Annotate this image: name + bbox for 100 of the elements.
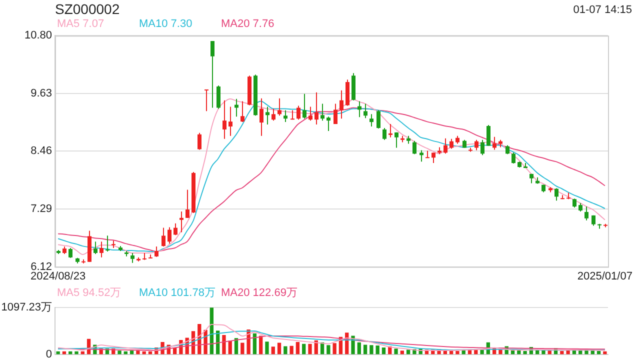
candlestick [412,140,416,155]
bar [284,346,288,354]
y-tick-label: 7.29 [30,203,52,216]
candlestick [554,188,558,202]
candlestick [174,222,178,236]
candlestick [426,150,430,158]
line-series [58,324,606,352]
bar [296,342,300,354]
candlestick [340,90,344,120]
text: MA20 122.69万 [221,286,298,300]
y-tick-label: 0 [46,348,52,360]
candlestick [420,150,424,162]
bar [302,344,306,354]
candlestick [326,116,330,132]
bar [290,346,294,354]
bar [265,342,269,354]
bar [277,342,282,354]
bar [271,346,275,354]
candlestick [210,40,214,108]
bar [74,351,78,354]
bar [240,342,244,354]
candlestick [474,139,478,151]
candlestick [320,103,324,122]
candlestick [394,132,398,148]
candlestick [186,189,190,218]
candlestick [204,88,208,112]
candlestick [480,139,484,156]
candlestick [278,98,282,116]
candlestick [382,127,386,140]
candlestick [272,108,276,122]
bar [603,351,607,354]
candlestick [364,103,368,119]
bar [130,350,134,354]
bar [523,350,527,354]
candlestick [180,210,184,233]
bar [498,350,502,354]
text: MA10 7.30 [139,18,194,30]
y-tick-label: 9.63 [30,87,52,100]
candlestick [432,152,436,164]
bar [308,344,312,354]
candlestick [284,110,288,123]
candlestick [290,110,294,120]
text: MA10 101.78万 [139,286,216,300]
candlestick [168,226,172,244]
candlestick [68,248,72,258]
text: 01-07 14:15 [573,4,632,16]
candlestick [512,152,516,164]
candlestick [450,138,454,150]
candlestick [314,92,318,126]
candlestick [296,105,300,120]
candlestick [222,100,226,140]
y-tick-label: 6.12 [30,260,52,273]
candlestick [266,106,270,126]
bar [370,345,374,354]
bar [480,350,484,354]
candlestick [106,235,110,252]
bar [548,350,552,354]
candlestick [370,114,374,127]
bar [118,350,122,354]
candlestick [492,136,496,150]
bar [222,334,226,354]
candlestick [228,106,232,136]
candlestick [240,100,244,123]
bar [363,344,368,354]
candlestick [100,241,104,258]
y-tick-label: 1097.23万 [1,302,52,314]
candlestick [260,98,264,136]
candlestick [162,227,166,248]
bar [400,350,404,354]
candlestick [94,241,98,254]
chart-title: SZ000002 [55,1,120,17]
candlestick [584,206,588,221]
bar [326,345,330,354]
candlestick [154,246,158,258]
text: MA5 7.07 [57,18,106,30]
x-tick-label: 2025/01/07 [577,270,632,282]
bar [456,350,460,354]
candlestick [308,106,312,122]
candlestick [302,93,306,120]
text: MA5 94.52万 [57,286,122,300]
candlestick [376,110,380,129]
y-tick-label: 8.46 [30,145,52,158]
candlestick [216,84,220,110]
candlestick [346,79,350,106]
candlestick [358,100,362,118]
bar [259,336,263,354]
bar [136,350,140,354]
y-tick-label: 10.80 [24,30,52,42]
bar [357,342,361,354]
candlestick [388,124,392,138]
text: MA20 7.76 [221,18,276,30]
bar [382,347,386,354]
bar [56,351,60,354]
bar [332,343,336,354]
candlestick [198,132,202,150]
x-tick-label: 2024/08/23 [30,270,86,282]
candlestick [444,138,448,154]
candlestick [130,252,134,264]
bar [376,345,380,354]
bar [394,348,398,354]
